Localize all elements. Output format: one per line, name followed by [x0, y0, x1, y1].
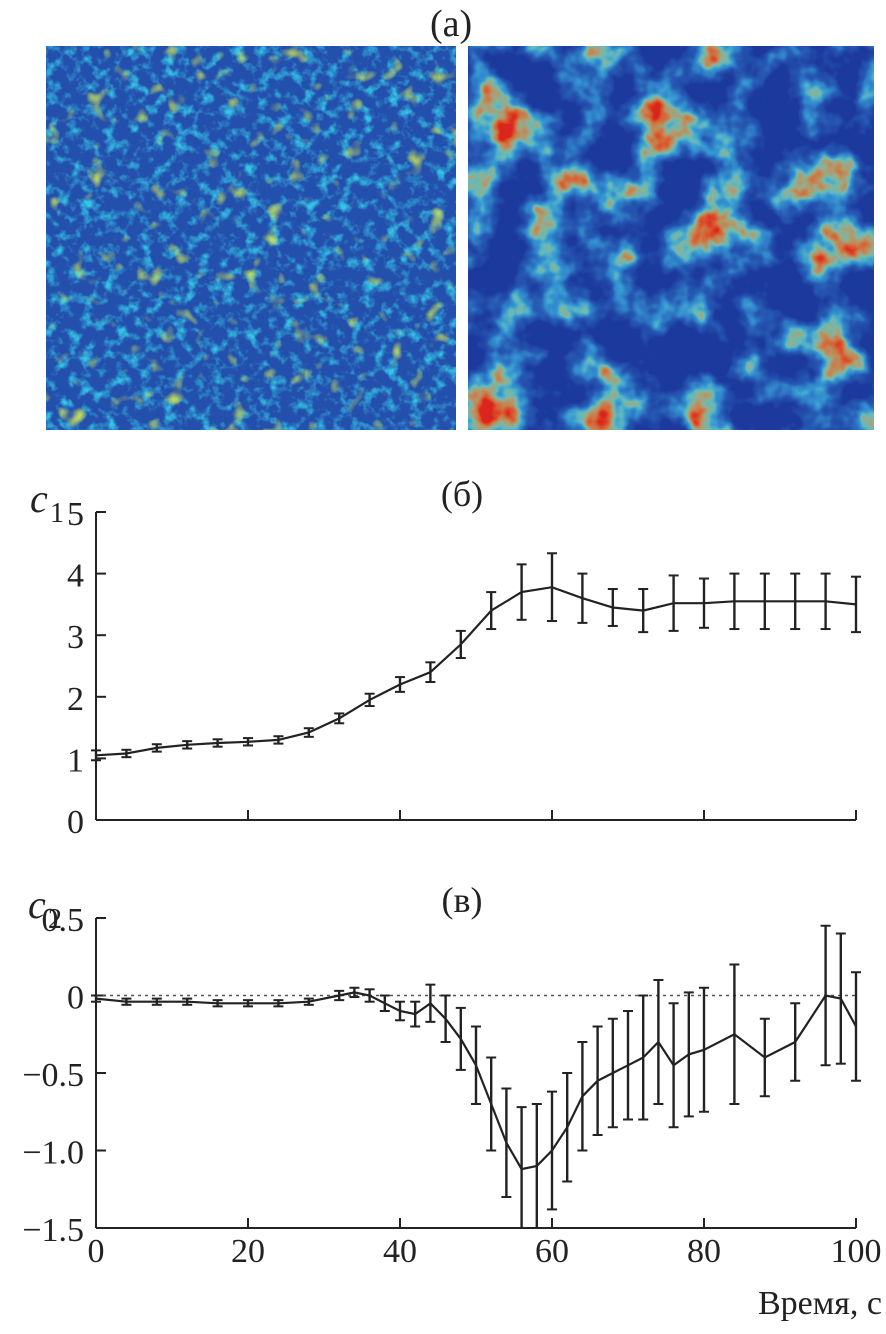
x-tick-label: 0: [88, 1233, 105, 1270]
y-axis-label-subscript: 2: [48, 904, 62, 935]
series-line-c1: [95, 586, 857, 757]
panel-label: (б): [441, 474, 483, 514]
panel-label-a: (а): [430, 3, 473, 45]
x-tick-label: 80: [687, 1233, 721, 1270]
series-line-c2: [95, 991, 857, 1171]
y-tick-label: 3: [67, 619, 84, 656]
y-tick-label: −1.5: [22, 1212, 84, 1249]
x-axis-label: Время, с: [758, 1285, 882, 1322]
heatmap-left-image: [46, 46, 456, 430]
heatmap-right-graphic: [468, 46, 874, 430]
heatmap-right-image: [468, 46, 874, 430]
y-tick-label: −1.0: [22, 1135, 84, 1172]
x-tick-label: 20: [231, 1233, 265, 1270]
x-tick-label: 100: [831, 1233, 882, 1270]
y-tick-label: 5: [67, 496, 84, 533]
y-tick-label: 2: [67, 681, 84, 718]
chart-c2: (в)c 20.50−0.5−1.0−1.50 20 40 60 80 100Время, …: [22, 880, 882, 1322]
y-tick-label: 0.5: [42, 902, 85, 939]
y-tick-label: 4: [67, 558, 84, 595]
y-tick-label: 0: [67, 980, 84, 1017]
panel-label: (в): [442, 880, 483, 920]
y-tick-label: 1: [67, 742, 84, 779]
y-tick-label: −0.5: [22, 1057, 84, 1094]
y-axis-label-subscript: 1: [50, 498, 64, 529]
y-axis-label: c: [30, 476, 48, 521]
heatmap-left-graphic: [46, 46, 456, 430]
x-tick-label: 60: [535, 1233, 569, 1270]
x-tick-label: 40: [383, 1233, 417, 1270]
y-tick-label: 0: [67, 804, 84, 841]
y-axis-label: c: [28, 882, 46, 927]
